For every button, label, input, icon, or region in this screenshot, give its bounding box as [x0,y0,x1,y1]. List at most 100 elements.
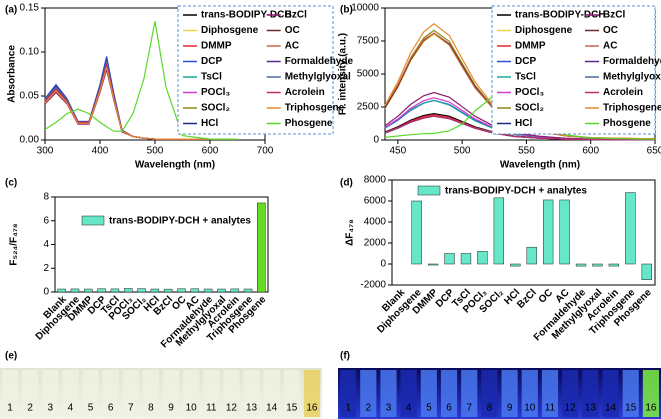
legend-label: Diphosgene [515,25,573,36]
bar [84,288,93,293]
x-tick-label: 600 [202,146,219,157]
legend-label: BzCl [285,10,307,21]
x-tick-label: 500 [147,146,164,157]
lane-number: 2 [27,403,33,414]
lane-number: 3 [386,403,392,414]
legend-label: Formaldehyde [603,56,661,67]
vial [400,370,417,417]
panel-label: (b) [340,5,353,16]
lane-number: 12 [226,403,238,414]
y-tick-label: 5000 [357,69,380,80]
legend-label: DCP [515,56,536,67]
y-tick-label: -2000 [360,280,386,291]
bar [592,263,603,267]
vial [501,370,518,417]
bar [137,288,146,293]
y-tick-label: 4 [43,239,49,250]
bar [150,288,160,293]
y-tick-label: 2 [43,263,49,274]
legend-label: SOCl₂ [515,103,544,114]
bar [163,288,173,293]
vial [642,370,659,417]
bar [444,253,455,265]
vial [303,370,320,417]
y-tick-label: 0.10 [20,47,40,58]
legend-label: POCl₃ [201,87,230,98]
vial [283,370,300,417]
bar [57,288,66,293]
vial [163,370,180,417]
legend-label: TsCl [201,72,222,83]
vial [122,370,139,417]
bar [177,288,186,293]
vial [622,370,639,417]
vial [380,370,397,417]
lane-number: 7 [466,403,472,414]
y-tick-label: 0 [380,259,386,270]
lane-number: 16 [306,403,318,414]
y-tick-label: 8000 [364,175,387,186]
vial [360,370,377,417]
y-tick-label: 0.15 [20,3,40,14]
bar [190,288,200,293]
bar [542,199,554,265]
lane-number: 2 [366,403,372,414]
vial [82,370,99,417]
bar [608,263,620,267]
legend-label: OC [285,25,300,36]
legend-label: HCl [201,118,218,129]
lane-number: 11 [545,403,556,414]
x-tick-label: 550 [518,146,535,157]
legend-label: Formaldehyde [285,56,354,67]
legend-label: Triphosgene [603,103,661,114]
y-axis-label: ΔF₄₇₈ [345,219,356,246]
lane-number: 13 [585,403,597,414]
y-tick-label: 8 [43,192,49,203]
vial [582,370,599,417]
spectrum-line [384,23,656,140]
vial [2,370,19,417]
lane-number: 14 [266,403,278,414]
y-tick-label: 4000 [364,217,387,228]
vial [183,370,200,417]
spectrum-line [384,115,656,141]
x-tick-label: 400 [92,146,109,157]
bar [230,288,239,293]
lane-number: 8 [148,403,154,414]
bar [411,200,422,265]
bar [477,251,488,265]
vial [223,370,240,417]
lane-number: 11 [206,403,217,414]
legend-label: trans-BODIPY-DCH + analytes [109,216,251,227]
lane-number: 15 [625,403,637,414]
legend-box [491,5,656,135]
bar [203,288,213,293]
x-tick-label: 650 [647,146,661,157]
bar [526,246,537,265]
lane-number: 5 [88,403,94,414]
vial [340,370,357,417]
lane-number: 1 [345,403,351,414]
plot-frame [391,179,656,286]
bar [110,288,120,293]
y-tick-label: 0 [373,135,379,146]
vial [440,370,458,417]
y-axis-label: F₅₂₄/F₄₇₈ [9,223,20,266]
panel-label: (a) [5,5,17,16]
lane-number: 3 [48,403,54,414]
lane-number: 5 [426,403,432,414]
panel-label: (d) [340,178,353,189]
y-tick-label: 2000 [364,238,387,249]
lane-number: 7 [128,403,134,414]
y-tick-label: 6000 [364,196,387,207]
vial [22,370,39,417]
lane-number: 10 [524,403,536,414]
legend-box [177,5,334,135]
legend-label: DMMP [515,41,546,52]
lane-number: 16 [645,403,657,414]
lane-number: 12 [565,403,577,414]
lane-number: 6 [108,403,114,414]
vial [102,370,119,417]
y-tick-label: 0.05 [20,91,40,102]
